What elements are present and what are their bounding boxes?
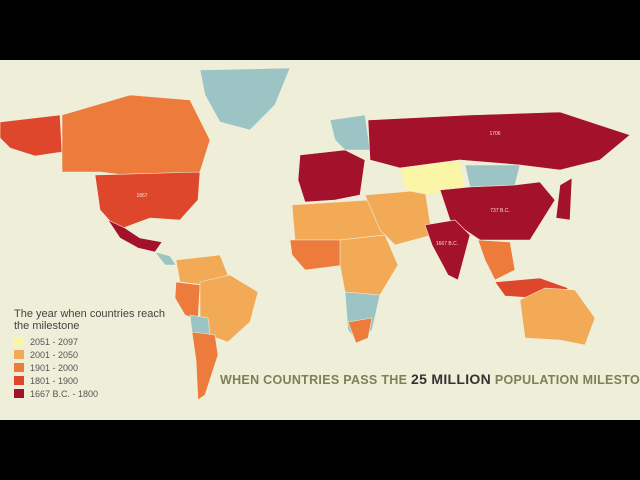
europe bbox=[297, 149, 366, 203]
alaska bbox=[0, 114, 63, 157]
legend-swatch bbox=[14, 350, 24, 359]
map-label: 737 B.C. bbox=[490, 208, 509, 214]
greenland bbox=[199, 67, 291, 131]
map: 1706 737 B.C. 1667 B.C. 1867 The year wh… bbox=[0, 60, 640, 420]
australia bbox=[519, 287, 596, 346]
legend: The year when countries reach the milest… bbox=[14, 308, 174, 400]
south-africa bbox=[347, 317, 373, 344]
legend-label: 2051 - 2097 bbox=[30, 336, 79, 347]
central-america bbox=[154, 251, 177, 266]
map-label: 1867 bbox=[136, 193, 147, 199]
west-africa bbox=[289, 239, 346, 271]
legend-swatch bbox=[14, 363, 24, 372]
legend-item: 2051 - 2097 bbox=[14, 335, 174, 348]
canada bbox=[61, 94, 211, 179]
legend-item: 2001 - 2050 bbox=[14, 348, 174, 361]
legend-label: 1801 - 1900 bbox=[30, 375, 79, 386]
map-label: 1706 bbox=[489, 131, 500, 137]
central-africa bbox=[339, 234, 399, 296]
title-before: WHEN COUNTRIES PASS THE bbox=[220, 373, 408, 387]
peru bbox=[174, 281, 201, 321]
title-highlight: 25 MILLION bbox=[411, 371, 492, 387]
world-map: 1706 737 B.C. 1667 B.C. 1867 bbox=[0, 67, 631, 401]
legend-label: 1667 B.C. - 1800 bbox=[30, 388, 99, 399]
legend-title: The year when countries reach the milest… bbox=[14, 308, 166, 332]
legend-swatch bbox=[14, 376, 24, 385]
mongolia bbox=[464, 164, 521, 188]
legend-item: 1801 - 1900 bbox=[14, 374, 174, 387]
southeast-asia bbox=[477, 239, 516, 281]
map-label: 1667 B.C. bbox=[436, 241, 458, 247]
scandinavia bbox=[329, 114, 371, 151]
legend-swatch bbox=[14, 337, 24, 346]
russia bbox=[367, 111, 631, 171]
map-title: WHEN COUNTRIES PASS THE 25 MILLION POPUL… bbox=[220, 371, 640, 387]
legend-swatch bbox=[14, 389, 24, 398]
legend-label: 2001 - 2050 bbox=[30, 349, 79, 360]
mexico bbox=[107, 219, 163, 253]
japan bbox=[555, 177, 573, 221]
title-after: POPULATION MILESTONE bbox=[494, 373, 640, 387]
usa bbox=[94, 171, 201, 231]
india bbox=[424, 219, 471, 281]
legend-label: 1901 - 2000 bbox=[30, 362, 79, 373]
argentina bbox=[191, 331, 219, 401]
legend-item: 1901 - 2000 bbox=[14, 361, 174, 374]
legend-item: 1667 B.C. - 1800 bbox=[14, 387, 174, 400]
